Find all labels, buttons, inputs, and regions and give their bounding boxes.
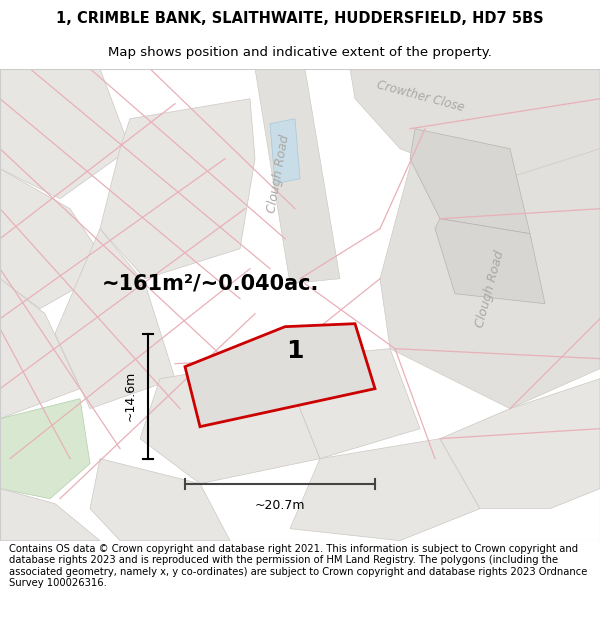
Polygon shape: [435, 219, 545, 304]
Polygon shape: [280, 349, 420, 459]
Polygon shape: [0, 69, 130, 199]
Polygon shape: [255, 69, 340, 284]
Polygon shape: [350, 69, 600, 184]
Polygon shape: [0, 489, 100, 541]
Text: ~14.6m: ~14.6m: [124, 371, 137, 421]
Polygon shape: [140, 359, 320, 484]
Polygon shape: [380, 69, 600, 409]
Text: Clough Road: Clough Road: [473, 249, 506, 329]
Polygon shape: [185, 324, 375, 427]
Polygon shape: [410, 129, 530, 234]
Polygon shape: [100, 99, 255, 279]
Text: Map shows position and indicative extent of the property.: Map shows position and indicative extent…: [108, 46, 492, 59]
Polygon shape: [0, 279, 80, 419]
Text: ~161m²/~0.040ac.: ~161m²/~0.040ac.: [101, 274, 319, 294]
Polygon shape: [55, 229, 175, 409]
Text: Contains OS data © Crown copyright and database right 2021. This information is : Contains OS data © Crown copyright and d…: [9, 544, 587, 588]
Polygon shape: [90, 459, 230, 541]
Polygon shape: [440, 379, 600, 509]
Text: 1, CRIMBLE BANK, SLAITHWAITE, HUDDERSFIELD, HD7 5BS: 1, CRIMBLE BANK, SLAITHWAITE, HUDDERSFIE…: [56, 11, 544, 26]
Polygon shape: [0, 399, 90, 499]
Text: Crowther Close: Crowther Close: [375, 79, 465, 114]
Polygon shape: [270, 119, 300, 184]
Text: ~20.7m: ~20.7m: [255, 499, 305, 512]
Text: 1: 1: [286, 339, 304, 364]
Polygon shape: [290, 439, 480, 541]
Polygon shape: [0, 169, 110, 309]
Text: Clough Road: Clough Road: [265, 134, 291, 214]
